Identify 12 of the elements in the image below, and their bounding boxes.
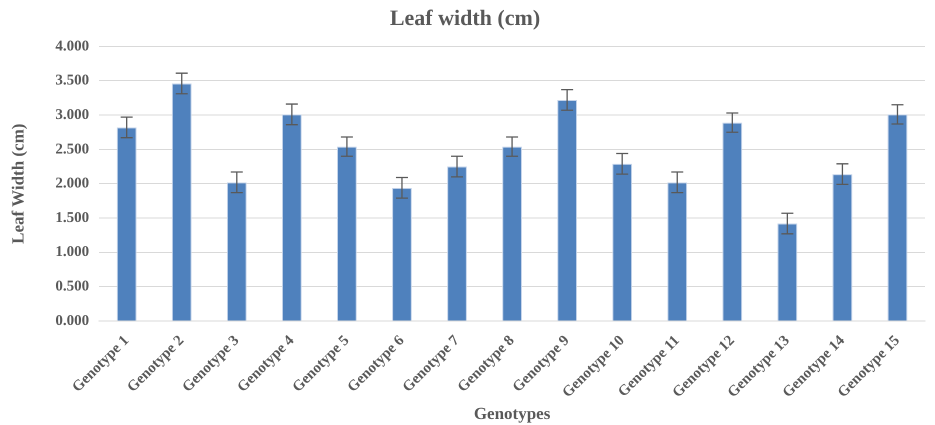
chart-title: Leaf width (cm) xyxy=(390,4,540,30)
y-tick-label: 0.000 xyxy=(55,312,90,329)
x-axis-title: Genotypes xyxy=(474,404,551,424)
y-tick-label: 3.000 xyxy=(55,106,90,123)
y-tick-label: 1.000 xyxy=(55,244,90,260)
y-tick-label: 0.500 xyxy=(55,278,90,295)
y-axis-title: Leaf Width (cm) xyxy=(8,124,28,244)
y-tick-label: 1.500 xyxy=(55,210,90,226)
y-tick-label: 2.000 xyxy=(55,176,90,192)
y-tick-label: 3.500 xyxy=(55,72,90,89)
y-tick-label: 4.000 xyxy=(55,38,90,54)
y-tick-label: 2.500 xyxy=(55,141,90,158)
